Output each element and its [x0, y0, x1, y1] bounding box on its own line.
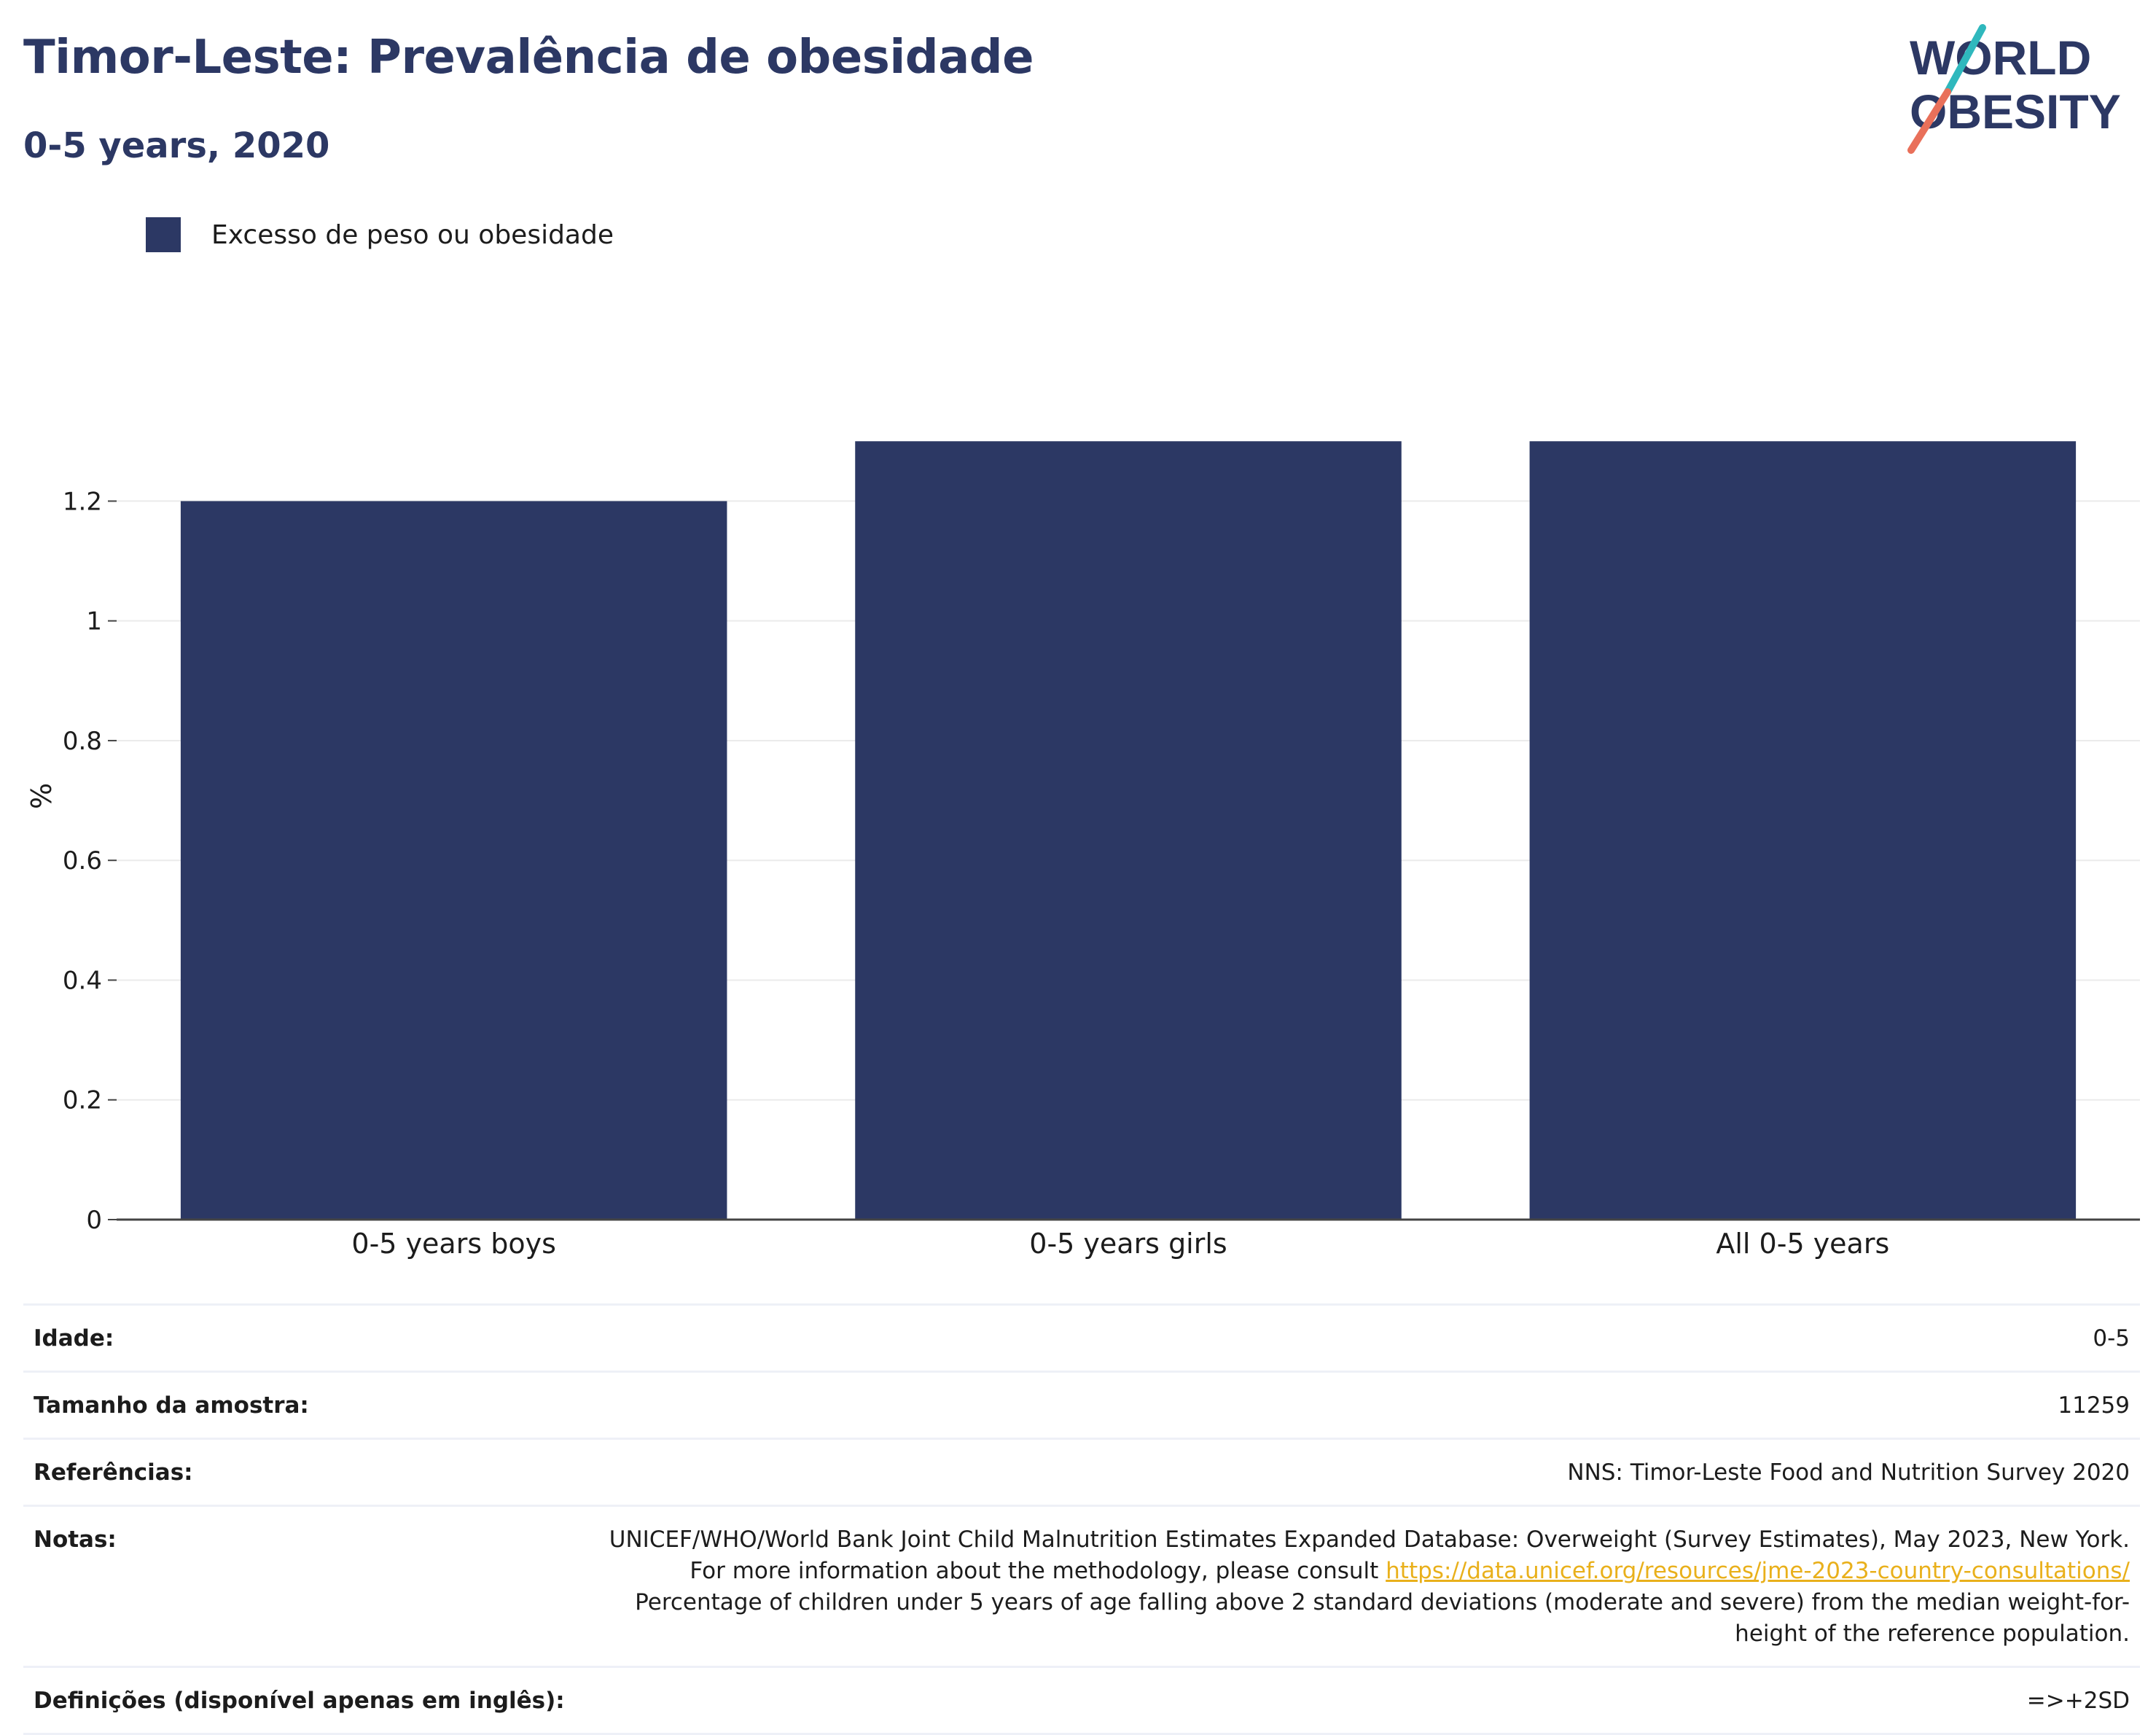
- y-tick-label: 0.2: [63, 1086, 102, 1115]
- chart-subtitle: 0-5 years, 2020: [23, 125, 330, 166]
- chart-title: Timor-Leste: Prevalência de obesidade: [23, 31, 1034, 85]
- info-table: Idade: 0-5 Tamanho da amostra: 11259 Ref…: [23, 1303, 2140, 1735]
- y-tick-label: 0: [86, 1206, 102, 1235]
- x-tick-label: 0-5 years girls: [1029, 1228, 1227, 1260]
- legend-label: Excesso de peso ou obesidade: [211, 219, 614, 250]
- notes-text-after-link: Percentage of children under 5 years of …: [635, 1589, 2130, 1647]
- bar[interactable]: [180, 501, 727, 1220]
- info-row-notes: Notas: UNICEF/WHO/World Bank Joint Child…: [23, 1505, 2140, 1667]
- y-tick-label: 1: [86, 607, 102, 636]
- bar[interactable]: [1529, 441, 2077, 1220]
- methodology-link[interactable]: https://data.unicef.org/resources/jme-20…: [1386, 1558, 2130, 1584]
- info-value-sample-size: 11259: [2058, 1392, 2130, 1419]
- logo-teal-slash: [1944, 24, 1986, 95]
- info-value-notes: UNICEF/WHO/World Bank Joint Child Malnut…: [598, 1506, 2140, 1667]
- bars: [180, 441, 2077, 1220]
- y-tick-label: 0.6: [63, 846, 102, 876]
- info-label-sample-size: Tamanho da amostra:: [34, 1392, 309, 1419]
- chart-legend[interactable]: Excesso de peso ou obesidade: [146, 216, 614, 254]
- logo-text-world: WORLD: [1910, 31, 2091, 85]
- world-obesity-logo: WORLD OBESITY: [1907, 24, 2121, 154]
- info-label-definitions: Definições (disponível apenas em inglês)…: [34, 1688, 565, 1714]
- info-value-definitions: =>+2SD: [2026, 1688, 2130, 1714]
- y-tick-label: 1.2: [63, 487, 102, 516]
- info-row-references: Referências: NNS: Timor-Leste Food and N…: [23, 1438, 2140, 1506]
- info-row-definitions: Definições (disponível apenas em inglês)…: [23, 1666, 2140, 1734]
- info-row-age: Idade: 0-5: [23, 1304, 2140, 1372]
- axes: 0 0.2 0.4 0.6 0.8 1 1.2 0-5 years boys 0-5 years…: [26, 487, 2140, 1260]
- info-label-age: Idade:: [34, 1325, 114, 1352]
- legend-swatch: [146, 217, 181, 252]
- y-axis-title: %: [26, 783, 58, 809]
- info-label-references: Referências:: [34, 1459, 193, 1486]
- y-tick-label: 0.8: [63, 727, 102, 756]
- info-label-notes: Notas:: [34, 1527, 117, 1553]
- x-tick-label: 0-5 years boys: [351, 1228, 555, 1260]
- info-value-references: NNS: Timor-Leste Food and Nutrition Surv…: [1567, 1459, 2130, 1486]
- info-row-sample-size: Tamanho da amostra: 11259: [23, 1371, 2140, 1439]
- y-tick-label: 0.4: [63, 966, 102, 995]
- x-tick-label: All 0-5 years: [1716, 1228, 1889, 1260]
- logo-coral-slash: [1907, 88, 1951, 154]
- info-value-age: 0-5: [2093, 1325, 2130, 1352]
- bar-chart: 0 0.2 0.4 0.6 0.8 1 1.2 0-5 years boys 0-5 years…: [26, 441, 2140, 1260]
- notes-text-before-link: UNICEF/WHO/World Bank Joint Child Malnut…: [609, 1527, 2130, 1584]
- bar[interactable]: [855, 441, 1402, 1220]
